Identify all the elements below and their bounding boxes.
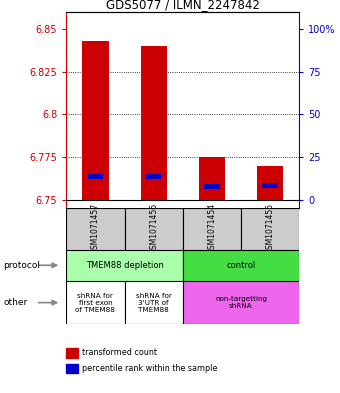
Bar: [66, 250, 183, 281]
Title: GDS5077 / ILMN_2247842: GDS5077 / ILMN_2247842: [106, 0, 260, 11]
Bar: [204, 184, 220, 189]
Bar: [124, 281, 183, 324]
Bar: [146, 174, 161, 179]
Bar: [183, 208, 241, 250]
Bar: [140, 46, 167, 200]
Bar: [183, 281, 299, 324]
Bar: [66, 208, 124, 250]
Bar: [124, 208, 183, 250]
Bar: [257, 165, 283, 200]
Bar: [82, 41, 108, 200]
Bar: [199, 157, 225, 200]
Bar: [183, 250, 299, 281]
Text: shRNA for
first exon
of TMEM88: shRNA for first exon of TMEM88: [75, 293, 115, 312]
Text: GSM1071455: GSM1071455: [266, 203, 275, 255]
Bar: [241, 208, 299, 250]
Bar: [66, 281, 124, 324]
Text: percentile rank within the sample: percentile rank within the sample: [82, 364, 217, 373]
Text: transformed count: transformed count: [82, 348, 157, 357]
Text: protocol: protocol: [3, 261, 40, 270]
Text: control: control: [226, 261, 256, 270]
Text: GSM1071457: GSM1071457: [91, 203, 100, 255]
Text: GSM1071456: GSM1071456: [149, 203, 158, 255]
Bar: [262, 183, 278, 188]
Text: other: other: [3, 298, 28, 307]
Text: shRNA for
3'UTR of
TMEM88: shRNA for 3'UTR of TMEM88: [136, 293, 172, 312]
Text: non-targetting
shRNA: non-targetting shRNA: [215, 296, 267, 309]
Text: TMEM88 depletion: TMEM88 depletion: [86, 261, 164, 270]
Bar: [88, 174, 103, 179]
Text: GSM1071454: GSM1071454: [207, 203, 216, 255]
